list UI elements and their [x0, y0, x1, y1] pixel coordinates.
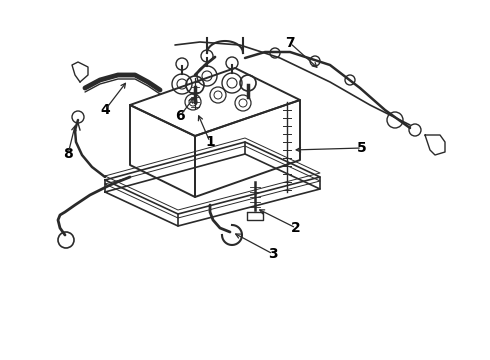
Text: 2: 2: [291, 221, 301, 235]
Text: 7: 7: [285, 36, 295, 50]
Text: 8: 8: [63, 147, 73, 161]
Text: 3: 3: [268, 247, 278, 261]
Text: 6: 6: [175, 109, 185, 123]
Text: 4: 4: [100, 103, 110, 117]
Text: 1: 1: [205, 135, 215, 149]
Text: 5: 5: [357, 141, 367, 155]
